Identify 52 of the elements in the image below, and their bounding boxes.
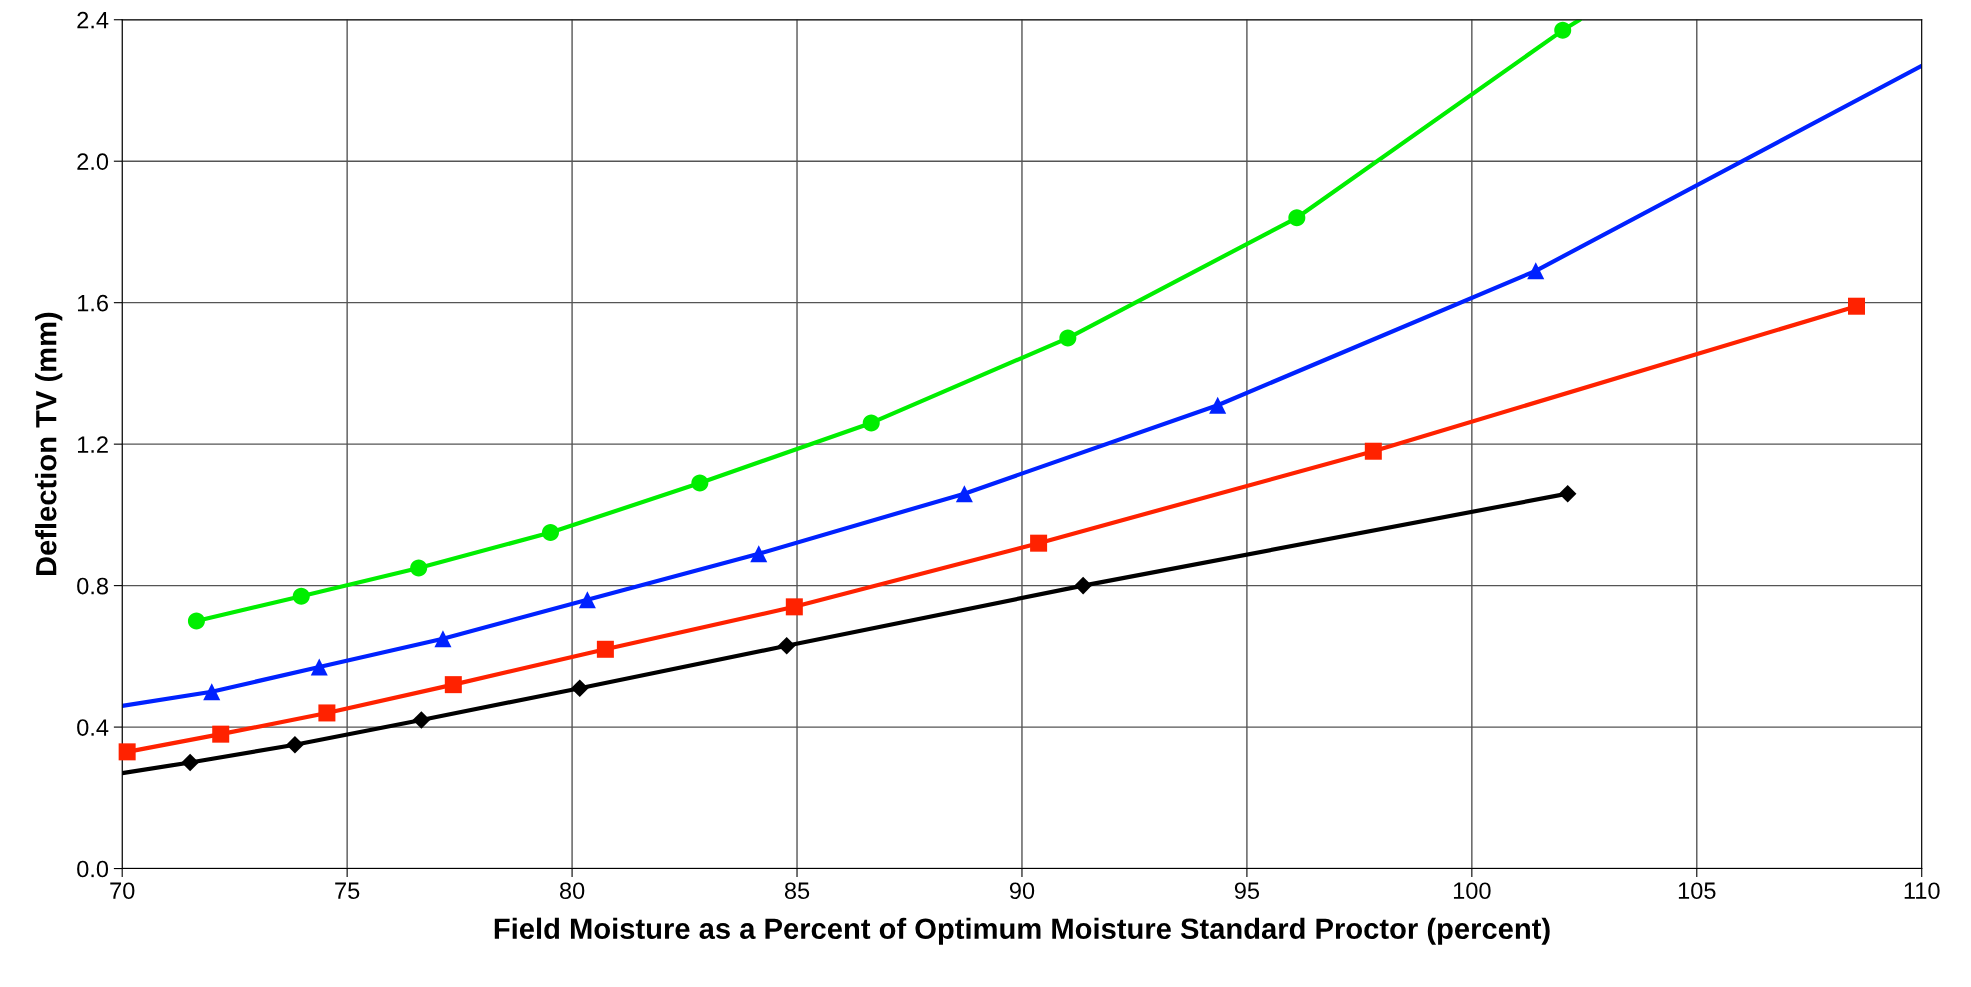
point — [862, 414, 880, 432]
point — [118, 743, 136, 761]
point — [410, 559, 428, 577]
point — [1059, 329, 1077, 347]
x-tick-label: 100 — [1453, 882, 1491, 900]
point — [1558, 484, 1577, 503]
point — [1364, 442, 1382, 460]
y-tick-label: 0.8 — [77, 577, 108, 595]
point — [412, 711, 431, 729]
x-axis-title: Field Moisture as a Percent of Optimum Moisture Standard Proctor (percent) — [494, 917, 1550, 945]
point — [292, 587, 310, 605]
point — [750, 545, 768, 563]
x-tick-label: 85 — [784, 882, 810, 900]
y-tick-label: 2.0 — [77, 153, 109, 170]
point — [1288, 209, 1306, 227]
y-tick-label: 1.2 — [77, 436, 108, 453]
line-series — [122, 63, 1922, 708]
point — [777, 636, 796, 655]
x-tick-label: 110 — [1904, 882, 1940, 900]
point — [785, 598, 803, 616]
point — [434, 630, 452, 648]
point — [691, 474, 709, 492]
x-tick-label: 70 — [110, 882, 135, 900]
point — [310, 658, 328, 676]
point — [286, 735, 304, 754]
x-tick-label: 80 — [559, 882, 585, 900]
point — [578, 591, 596, 609]
point — [1847, 297, 1865, 315]
point — [1074, 576, 1092, 595]
y-tick-label: 1.6 — [77, 294, 108, 312]
point — [570, 679, 589, 697]
point — [541, 524, 559, 542]
y-tick-label: 0.0 — [77, 860, 109, 878]
point — [318, 704, 336, 722]
point — [1527, 262, 1545, 280]
point — [955, 485, 973, 503]
point — [444, 676, 462, 694]
y-tick-label: 2.4 — [77, 11, 109, 29]
y-axis-title: Deflection TV (mm) — [35, 312, 63, 576]
point — [187, 612, 205, 630]
point — [1030, 534, 1048, 552]
x-tick-label: 90 — [1009, 882, 1035, 900]
point — [1209, 396, 1227, 414]
point — [1554, 21, 1572, 39]
x-tick-label: 95 — [1234, 882, 1260, 900]
x-tick-label: 105 — [1678, 882, 1716, 900]
point — [212, 725, 230, 743]
y-tick-label: 0.4 — [77, 719, 109, 736]
x-tick-label: 75 — [335, 882, 360, 900]
point — [181, 753, 199, 772]
point — [596, 640, 614, 658]
point — [203, 683, 221, 701]
